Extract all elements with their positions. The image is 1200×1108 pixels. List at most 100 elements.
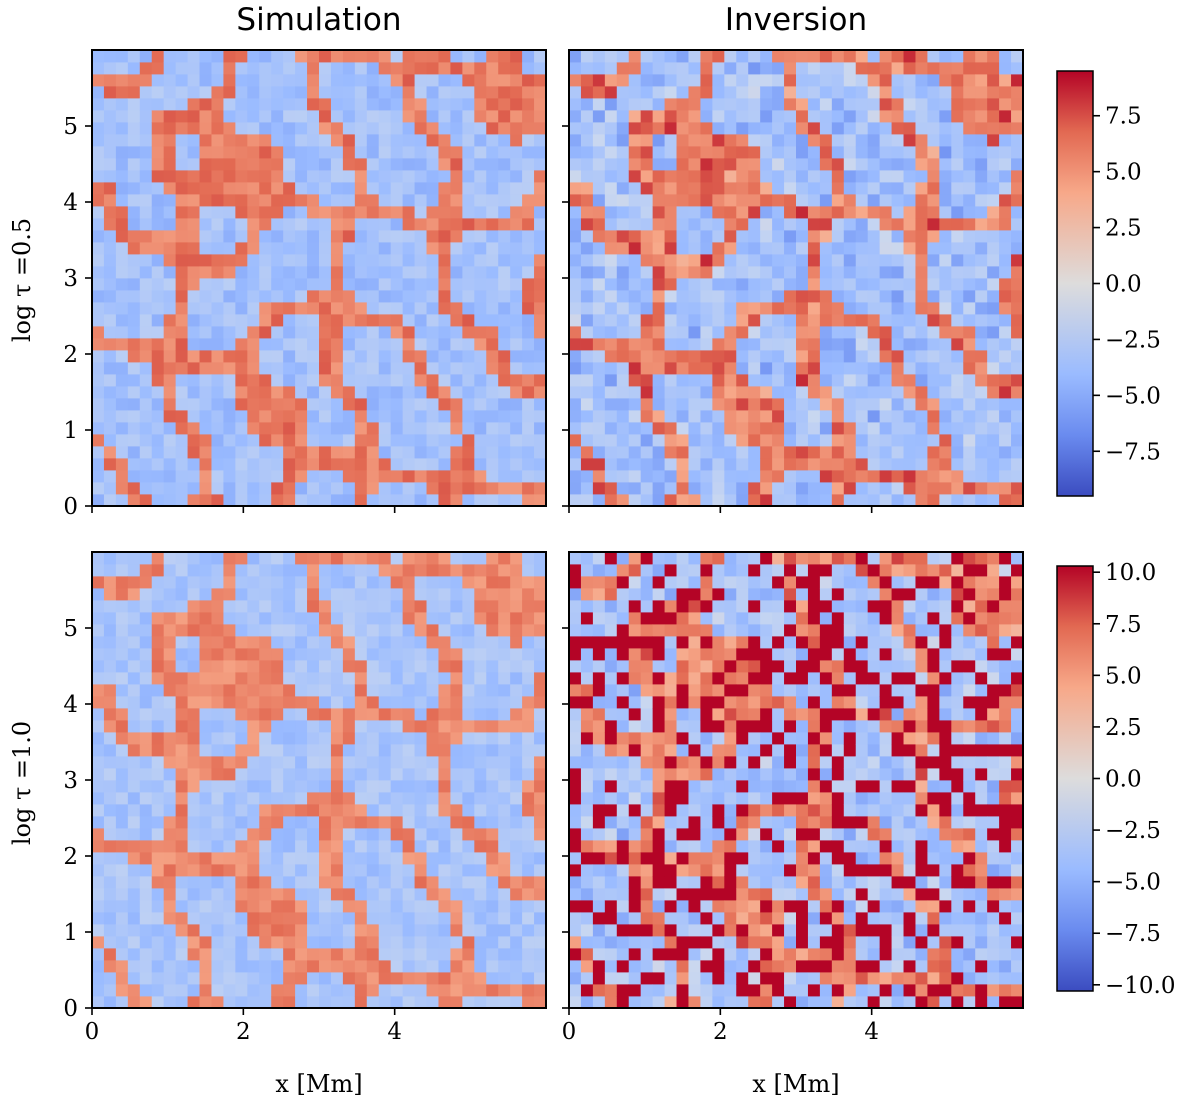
heatmap-cell — [390, 446, 404, 459]
heatmap-cell — [354, 290, 368, 303]
heatmap-cell — [796, 62, 809, 75]
heatmap-cell — [92, 134, 105, 147]
heatmap-cell — [92, 290, 105, 303]
heatmap-cell — [592, 110, 606, 123]
heatmap-cell — [628, 446, 642, 459]
heatmap-cell — [724, 278, 737, 291]
heatmap-cell — [569, 98, 582, 111]
heatmap-cell — [402, 804, 415, 817]
heatmap-cell — [127, 134, 141, 147]
heatmap-cell — [92, 374, 105, 387]
heatmap-cell — [223, 672, 236, 685]
heatmap-cell — [616, 828, 630, 841]
heatmap-cell — [342, 936, 356, 949]
heatmap-cell — [247, 588, 260, 601]
heatmap-cell — [307, 350, 320, 363]
heatmap-cell — [307, 146, 320, 159]
heatmap-cell — [115, 708, 129, 721]
heatmap-cell — [498, 422, 511, 435]
heatmap-cell — [688, 840, 701, 853]
heatmap-cell — [283, 768, 296, 781]
heatmap-cell — [342, 278, 356, 291]
heatmap-cell — [915, 110, 928, 123]
heatmap-cell — [534, 326, 547, 339]
heatmap-cell — [235, 744, 248, 757]
heatmap-cell — [402, 996, 415, 1009]
heatmap-cell — [712, 624, 725, 637]
heatmap-cell — [283, 672, 296, 685]
heatmap-cell — [891, 86, 904, 99]
heatmap-cell — [438, 672, 451, 685]
heatmap-cell — [676, 326, 689, 339]
heatmap-cell — [760, 458, 773, 471]
heatmap-cell — [999, 50, 1012, 63]
heatmap-cell — [592, 828, 606, 841]
heatmap-cell — [330, 720, 344, 733]
heatmap-cell — [616, 134, 630, 147]
heatmap-cell — [580, 564, 594, 577]
heatmap-cell — [175, 482, 188, 495]
heatmap-cell — [569, 564, 582, 577]
heatmap-cell — [271, 744, 284, 757]
heatmap-cell — [498, 564, 511, 577]
heatmap-cell — [330, 828, 344, 841]
heatmap-cell — [139, 768, 153, 781]
heatmap-cell — [963, 50, 976, 63]
heatmap-cell — [700, 804, 713, 817]
heatmap-cell — [915, 182, 928, 195]
heatmap-cell — [592, 876, 606, 889]
heatmap-cell — [450, 996, 463, 1009]
heatmap-cell — [283, 900, 296, 913]
heatmap-cell — [592, 170, 606, 183]
heatmap-cell — [951, 158, 964, 171]
heatmap-cell — [748, 134, 761, 147]
heatmap-cell — [867, 170, 881, 183]
heatmap-cell — [784, 458, 797, 471]
heatmap-cell — [616, 170, 630, 183]
heatmap-cell — [760, 732, 773, 745]
heatmap-cell — [223, 50, 236, 63]
heatmap-cell — [366, 636, 380, 649]
heatmap-cell — [175, 326, 188, 339]
heatmap-cell — [163, 170, 177, 183]
heatmap-cell — [402, 612, 415, 625]
heatmap-cell — [736, 624, 749, 637]
heatmap-cell — [927, 266, 940, 279]
heatmap-cell — [712, 362, 725, 375]
heatmap-cell — [462, 182, 475, 195]
heatmap-cell — [807, 374, 821, 387]
heatmap-cell — [616, 494, 630, 507]
heatmap-cell — [604, 398, 618, 411]
heatmap-cell — [402, 386, 415, 399]
heatmap-cell — [748, 564, 761, 577]
heatmap-cell — [283, 828, 296, 841]
heatmap-cell — [271, 422, 284, 435]
heatmap-cell — [867, 254, 881, 267]
heatmap-cell — [319, 936, 332, 949]
heatmap-cell — [963, 338, 976, 351]
heatmap-cell — [103, 708, 117, 721]
heatmap-cell — [760, 864, 773, 877]
heatmap-cell — [319, 816, 332, 829]
heatmap-cell — [676, 74, 689, 87]
heatmap-cell — [510, 326, 523, 339]
heatmap-cell — [199, 816, 212, 829]
heatmap-cell — [604, 624, 618, 637]
heatmap-cell — [807, 494, 821, 507]
heatmap-cell — [724, 900, 737, 913]
heatmap-cell — [330, 446, 344, 459]
heatmap-cell — [235, 996, 248, 1009]
heatmap-cell — [640, 744, 654, 757]
heatmap-cell — [748, 170, 761, 183]
heatmap-cell — [115, 912, 129, 925]
heatmap-cell — [211, 996, 224, 1009]
heatmap-cell — [510, 458, 523, 471]
heatmap-cell — [319, 218, 332, 231]
heatmap-cell — [259, 972, 272, 985]
heatmap-cell — [127, 50, 141, 63]
heatmap-cell — [319, 266, 332, 279]
heatmap-cell — [628, 648, 642, 661]
heatmap-cell — [139, 158, 153, 171]
heatmap-cell — [139, 948, 153, 961]
heatmap-cell — [1011, 314, 1024, 327]
